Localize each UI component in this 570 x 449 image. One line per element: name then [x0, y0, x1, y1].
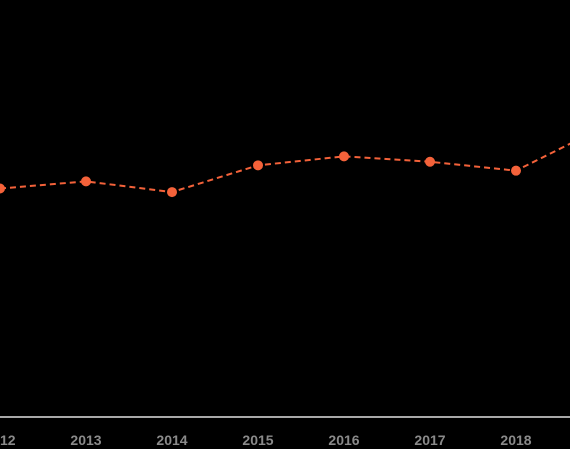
data-point-2018 — [511, 165, 521, 176]
data-point-2012 — [0, 183, 5, 194]
x-axis-tick-labels: 20122013201420152016201720182019 — [0, 432, 532, 448]
x-tick-label-2016: 2016 — [328, 432, 359, 448]
series-line-0 — [0, 142, 570, 194]
x-tick-label-2013: 2013 — [70, 432, 101, 448]
data-point-2016 — [339, 151, 349, 162]
x-tick-label-2017: 2017 — [414, 432, 445, 448]
data-point-2014 — [167, 187, 177, 198]
data-point-2015 — [253, 160, 263, 171]
x-tick-label-2014: 2014 — [156, 432, 187, 448]
x-tick-label-2012: 2012 — [0, 432, 16, 448]
data-point-2017 — [425, 156, 435, 167]
data-point-2013 — [81, 176, 91, 187]
x-tick-label-2018: 2018 — [500, 432, 531, 448]
series-layer — [0, 142, 570, 198]
x-tick-label-2015: 2015 — [242, 432, 273, 448]
